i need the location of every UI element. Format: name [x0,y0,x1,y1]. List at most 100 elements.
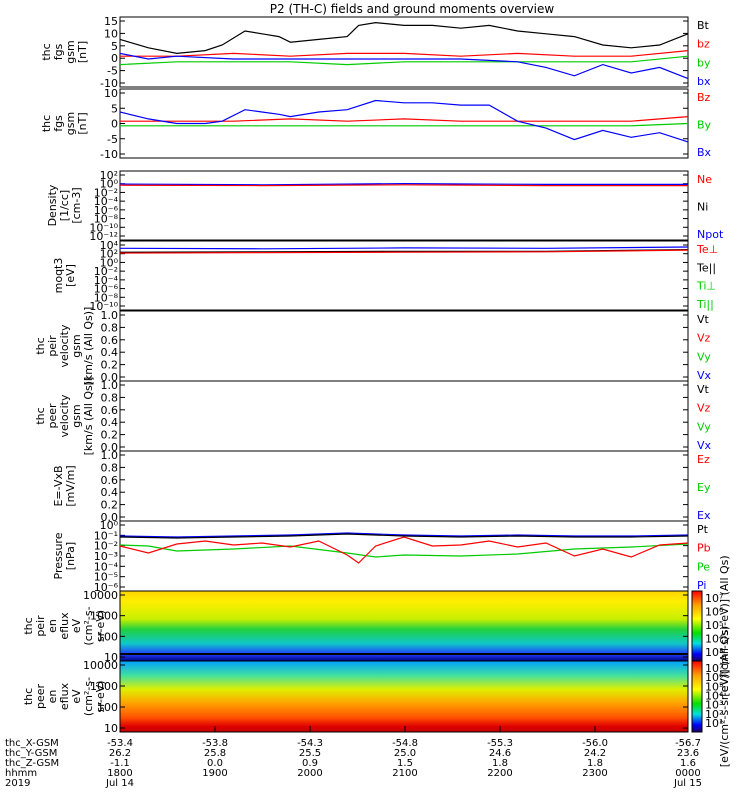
y-tick-label: 10⁻⁴ [94,195,119,208]
y-tick-label: 10⁴ [100,239,119,252]
legend-entry: Ne [697,173,712,186]
ephemeris-row-label: hhmm [5,768,37,779]
series-line [119,536,689,564]
y-axis-label: gsm [64,40,77,63]
y-axis-label: [cm-3] [70,187,83,223]
y-tick-label: 0 [111,118,118,131]
y-tick-label: 10⁻⁶ [94,204,119,217]
y-tick-label: 10000 [83,589,118,602]
panel-frame [119,240,689,311]
y-axis-label: [km/s (All Qs)] [82,377,95,456]
y-axis-label: fgs [52,115,65,132]
y-tick-label: 0.6 [101,474,119,487]
y-tick-label: 10⁻⁶ [94,283,119,296]
colorbar-tick-label: 10¹ [705,717,723,730]
y-tick-label: 10 [104,651,118,664]
series-line [120,50,689,57]
y-tick-label: 10⁻⁴ [94,274,119,287]
y-tick-label: 10⁻⁸ [94,291,119,304]
y-tick-label: 100 [97,630,118,643]
ephemeris-value: -53.4 [107,738,133,749]
y-tick-label: 1.0 [101,449,119,462]
y-tick-label: 5 [111,102,118,115]
y-axis-label: en [46,619,59,633]
legend-entry: Te|| [696,261,716,274]
y-tick-label: 10⁻³ [94,550,118,563]
y-axis-label: Pressure [52,532,65,579]
panel-3: 10²10⁰10⁻²10⁻⁴10⁻⁶10⁻⁸10⁻¹⁰10⁻¹²Density[… [46,169,724,243]
y-tick-label: -5 [107,65,118,78]
legend-entry: Vz [697,332,711,345]
y-tick-label: 10⁻⁵ [94,571,118,584]
series-line [119,249,689,254]
y-tick-label: 10² [100,169,118,182]
panel-frame [119,450,689,522]
y-axis-label: velocity [58,394,71,437]
y-tick-label: 10⁰ [100,256,119,269]
ephemeris-value: -54.3 [297,738,323,749]
y-tick-label: 0.0 [101,371,119,384]
y-axis-label: [mV/m] [64,465,77,506]
y-axis-label: sr-eV) [94,610,107,642]
y-axis-label: E=-VxB [52,465,65,506]
y-tick-label: 15 [104,15,118,28]
y-tick-label: 10⁻⁶ [94,581,119,594]
ephemeris-value: -56.7 [675,738,701,749]
ephemeris-value: Jul 15 [673,778,702,789]
y-tick-label: 10⁻² [94,540,118,553]
y-tick-label: 1.0 [101,309,119,322]
y-tick-label: 0.8 [101,321,119,334]
series-line [119,533,689,539]
y-tick-label: 0 [111,52,118,65]
y-axis-label: eV [70,618,83,633]
y-tick-label: 10⁰ [100,519,119,532]
colorbar-tick-label: 10³ [705,646,723,659]
y-tick-label: 10² [100,248,118,261]
legend-entry: Pe [697,560,710,573]
legend-entry: Npot [697,228,724,241]
colorbar-tick-label: 10⁴ [705,633,724,646]
heatmap-fill [120,591,688,661]
ephemeris-value: 0.9 [302,758,318,769]
legend-entry: Vt [697,313,710,326]
panel-10: 10⁷10⁶10⁵10⁴10³10²10¹[eV/(cm²-s-sr-eV)] … [22,626,731,767]
colorbar [691,590,703,662]
legend-entry: Vx [697,369,712,382]
y-axis-label: thc [22,617,35,634]
colorbar-tick-label: 10⁷ [705,592,723,605]
y-tick-label: 0.4 [101,416,119,429]
ephemeris-row-label: thc_Y-GSM [5,748,57,759]
legend-entry: Pb [697,542,711,555]
y-tick-label: 0.2 [101,429,119,442]
ephemeris-value: 26.2 [109,748,131,759]
y-axis-label: [eV] [64,264,77,287]
y-tick-label: 10⁻¹² [89,230,118,243]
ephemeris-value: 1900 [202,768,227,779]
ephemeris-value: 24.6 [489,748,511,759]
ephemeris-row-label: 2019 [5,778,30,789]
legend-entry: Pt [697,523,709,536]
y-tick-label: 5 [111,40,118,53]
ephemeris-value: 2100 [392,768,417,779]
ephemeris-value: -55.3 [487,738,513,749]
legend-entry: Ti⊥ [696,280,716,293]
y-tick-label: 0.4 [101,346,119,359]
y-axis-label: thc [22,688,35,705]
panel-6: 1.00.80.60.40.20.0 thc peer velocity gsm [km/… [34,377,712,456]
y-axis-label: [nT] [76,112,89,134]
ephemeris-value: 0000 [675,768,700,779]
ephemeris-value: 25.5 [299,748,321,759]
colorbar-tick-label: 10⁴ [705,690,724,703]
y-tick-label: -10 [100,148,118,161]
colorbar-tick-label: 10⁶ [705,606,724,619]
legend-entry: Bt [697,19,710,32]
ephemeris-value: 1.8 [587,758,603,769]
y-tick-label: 10⁻⁸ [94,213,119,226]
legend-entry: Ni [697,201,708,214]
